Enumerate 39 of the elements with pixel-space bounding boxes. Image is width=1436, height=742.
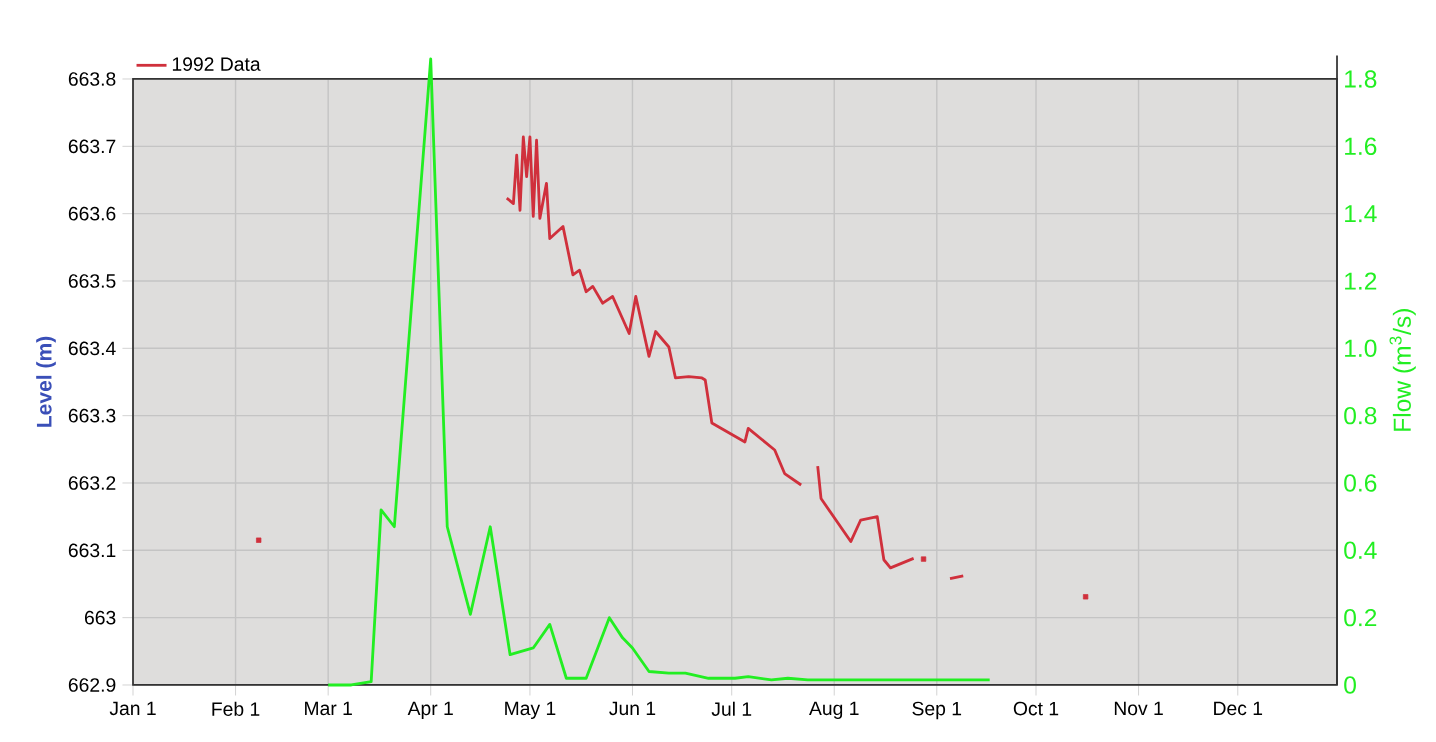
x-tick-label: Oct 1: [1013, 701, 1059, 716]
y-tick-label: 663.1: [68, 543, 116, 558]
x-tick-label: Nov 1: [1114, 701, 1163, 716]
y-tick-label: 663.3: [68, 408, 116, 423]
y-tick-label: 663.6: [68, 206, 116, 221]
y2-tick-label: 1.2: [1345, 272, 1377, 290]
point: [920, 556, 927, 562]
point: [256, 537, 262, 543]
y-tick-label: 663.8: [68, 72, 116, 86]
y-tick-label: 663: [85, 610, 116, 625]
x-tick-label: Jan 1: [109, 701, 156, 716]
x-tick-label: Dec 1: [1214, 701, 1263, 716]
x-tick-label: Sep 1: [912, 701, 962, 720]
y2-tick-label: 0.2: [1344, 608, 1377, 627]
y-tick-label: 663.5: [68, 274, 116, 288]
x-tick-label: Feb 1: [212, 701, 260, 716]
point: [1082, 594, 1089, 600]
y2-axis-title: Flow (m$^{3}$/s): [1389, 309, 1416, 431]
y-tick-label: 663.7: [68, 139, 116, 154]
y2-tick-label: 1.4: [1345, 205, 1377, 223]
y-tick-label: 663.2: [68, 476, 116, 490]
x-tick-label: Mar 1: [305, 701, 352, 716]
line-series: [326, 57, 992, 687]
x-tick-label: Jul 1: [711, 701, 752, 716]
x-tick-label: May 1: [505, 701, 556, 719]
x-tick-label: Jun 1: [609, 701, 656, 716]
y2-tick-label: 1.8: [1345, 70, 1377, 88]
x-tick-label: Apr 1: [407, 701, 453, 719]
x-tick-label: Aug 1: [809, 701, 859, 719]
y2-tick-label: 1.6: [1345, 137, 1377, 156]
y-tick-label: 662.9: [68, 678, 116, 692]
y-tick-label: 663.4: [68, 341, 116, 356]
legend-label: 1992 Data: [172, 57, 261, 71]
y2-tick-label: 0.8: [1344, 406, 1377, 425]
y2-tick-label: 1.0: [1345, 339, 1377, 358]
y2-tick-label: 0: [1344, 676, 1356, 694]
y2-tick-label: 0.6: [1344, 474, 1377, 492]
y2-tick-label: 0.4: [1344, 541, 1377, 560]
y-axis-title: Level (m): [36, 336, 56, 427]
